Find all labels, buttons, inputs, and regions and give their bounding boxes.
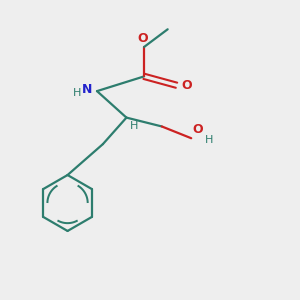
Text: O: O [181, 79, 191, 92]
Text: O: O [193, 123, 203, 136]
Text: H: H [206, 135, 214, 145]
Text: O: O [137, 32, 148, 45]
Text: H: H [130, 121, 138, 131]
Text: N: N [82, 83, 93, 96]
Text: H: H [73, 88, 82, 98]
